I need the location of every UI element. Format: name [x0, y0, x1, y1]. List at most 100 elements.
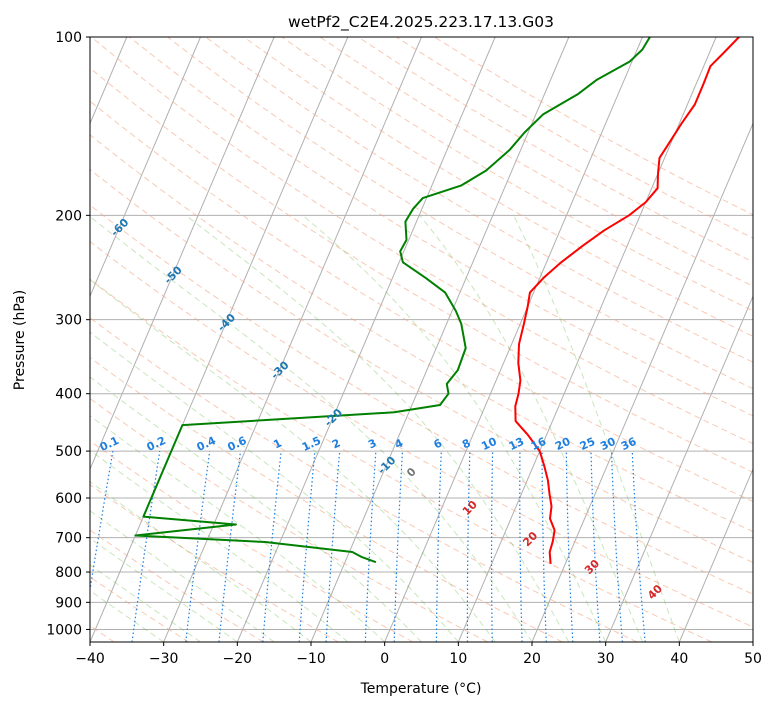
mixing-ratio-label: 2 — [330, 436, 342, 451]
isotherm-line — [90, 37, 201, 298]
moist-adiabat-label: 20 — [520, 529, 540, 549]
mixing-ratio-label: 6 — [432, 436, 445, 451]
mixing-ratio-line — [90, 450, 114, 594]
moist-adiabat-line — [90, 564, 201, 642]
dry-adiabat-line — [434, 37, 753, 216]
dry-adiabat-line — [205, 37, 753, 363]
y-tick-label: 1000 — [46, 622, 82, 638]
isotherm-label: -10 — [375, 453, 398, 476]
x-tick-label: 10 — [449, 651, 467, 667]
isotherm-line — [384, 37, 643, 642]
isotherm-line — [90, 37, 275, 471]
moist-adiabat-line — [90, 537, 238, 642]
y-tick-label: 200 — [55, 208, 82, 224]
moist-adiabat-line — [90, 589, 164, 642]
x-tick-label: 30 — [597, 651, 615, 667]
mixing-ratio-label: 13 — [507, 435, 526, 453]
x-axis-label: Temperature (°C) — [360, 681, 482, 697]
isotherm-line — [605, 295, 753, 642]
mixing-ratio-label: 30 — [598, 435, 618, 453]
moist-adiabat-line — [513, 215, 680, 642]
dry-adiabat-line — [90, 576, 190, 642]
mixing-ratio-line — [565, 451, 574, 642]
y-axis-label: Pressure (hPa) — [12, 290, 28, 390]
moist-adiabat-line — [90, 481, 312, 642]
dry-adiabat-line — [90, 397, 488, 642]
isotherm-label: -30 — [268, 358, 291, 381]
moist-adiabat-line — [90, 449, 349, 642]
mixing-ratio-label: 4 — [393, 436, 406, 451]
mixing-ratio-label: 25 — [578, 435, 597, 453]
dry-adiabat-line — [243, 37, 753, 337]
dry-adiabat-line — [90, 317, 638, 642]
mixing-ratio-line — [185, 451, 211, 642]
isotherm-line — [457, 37, 717, 642]
line-labels-layer: 0.10.20.40.611.52346810131620253036-100-… — [55, 168, 666, 602]
y-tick-label: 300 — [55, 313, 82, 329]
isotherm-label: -50 — [162, 263, 185, 286]
dry-adiabat-line — [281, 37, 753, 312]
mixing-ratio-line — [519, 451, 523, 642]
dry-adiabat-line — [90, 100, 753, 503]
y-tick-label: 400 — [55, 387, 82, 403]
x-tick-label: −20 — [223, 651, 253, 667]
moist-adiabat-line — [90, 510, 275, 642]
x-tick-label: 0 — [380, 651, 389, 667]
moist-adiabat-label: 10 — [460, 498, 480, 518]
isotherm-line — [163, 37, 422, 642]
dry-adiabat-line — [129, 37, 753, 417]
auxiliary-lines-layer — [90, 37, 753, 642]
moist-adiabat-label: 0 — [404, 465, 419, 480]
mixing-ratio-label: 36 — [619, 435, 639, 453]
isotherm-label: -70 — [55, 168, 78, 191]
x-tick-label: 50 — [744, 651, 762, 667]
mixing-ratio-line — [298, 451, 316, 642]
mixing-ratio-line — [631, 451, 646, 642]
temperature-profile-line — [514, 37, 740, 564]
chart-title: wetPf2_C2E4.2025.223.17.13.G03 — [288, 13, 554, 32]
isotherm-label: -20 — [322, 406, 345, 429]
x-tick-label: 20 — [523, 651, 541, 667]
isotherm-line — [531, 122, 753, 642]
mixing-ratio-label: 16 — [529, 435, 549, 453]
moist-adiabat-line — [90, 331, 459, 642]
moist-adiabat-line — [419, 214, 643, 642]
dry-adiabat-line — [90, 168, 753, 564]
y-tick-label: 800 — [55, 565, 82, 581]
plot-frame — [89, 36, 754, 643]
moist-adiabat-label: 30 — [582, 557, 602, 577]
isotherm-line — [90, 37, 349, 642]
y-tick-label: 100 — [55, 30, 82, 46]
dry-adiabat-line — [90, 484, 339, 642]
isotherm-label: -60 — [108, 216, 131, 239]
isotherm-line — [752, 640, 753, 642]
dry-adiabat-line — [90, 241, 753, 628]
isotherm-line — [236, 37, 496, 642]
mixing-ratio-label: 8 — [460, 436, 472, 451]
mixing-ratio-label: 20 — [553, 435, 573, 453]
isotherm-label: -40 — [215, 311, 238, 334]
dry-adiabat-line — [90, 204, 753, 595]
moist-adiabat-line — [90, 415, 386, 642]
y-tick-label: 900 — [55, 595, 82, 611]
x-tick-label: −30 — [149, 651, 179, 667]
moist-adiabat-line — [185, 214, 570, 642]
y-axis: 100 200 300 400 500 600 700 800 900 1000 — [46, 30, 90, 638]
y-tick-label: 500 — [55, 444, 82, 460]
moist-adiabat-label: 40 — [645, 582, 665, 602]
dry-adiabat-line — [90, 529, 264, 642]
y-tick-label: 600 — [55, 491, 82, 507]
isotherm-line — [678, 467, 753, 642]
x-tick-label: −10 — [296, 651, 326, 667]
mixing-ratio-line — [435, 451, 442, 642]
x-tick-label: 40 — [670, 651, 688, 667]
dry-adiabat-line — [90, 356, 563, 642]
dry-adiabat-line — [90, 134, 753, 533]
mixing-ratio-label: 3 — [366, 436, 378, 451]
profiles-layer — [134, 37, 740, 564]
grid-layer — [90, 37, 753, 642]
mixing-ratio-line — [218, 451, 242, 642]
mixing-ratio-line — [490, 451, 494, 642]
y-tick-label: 700 — [55, 531, 82, 547]
